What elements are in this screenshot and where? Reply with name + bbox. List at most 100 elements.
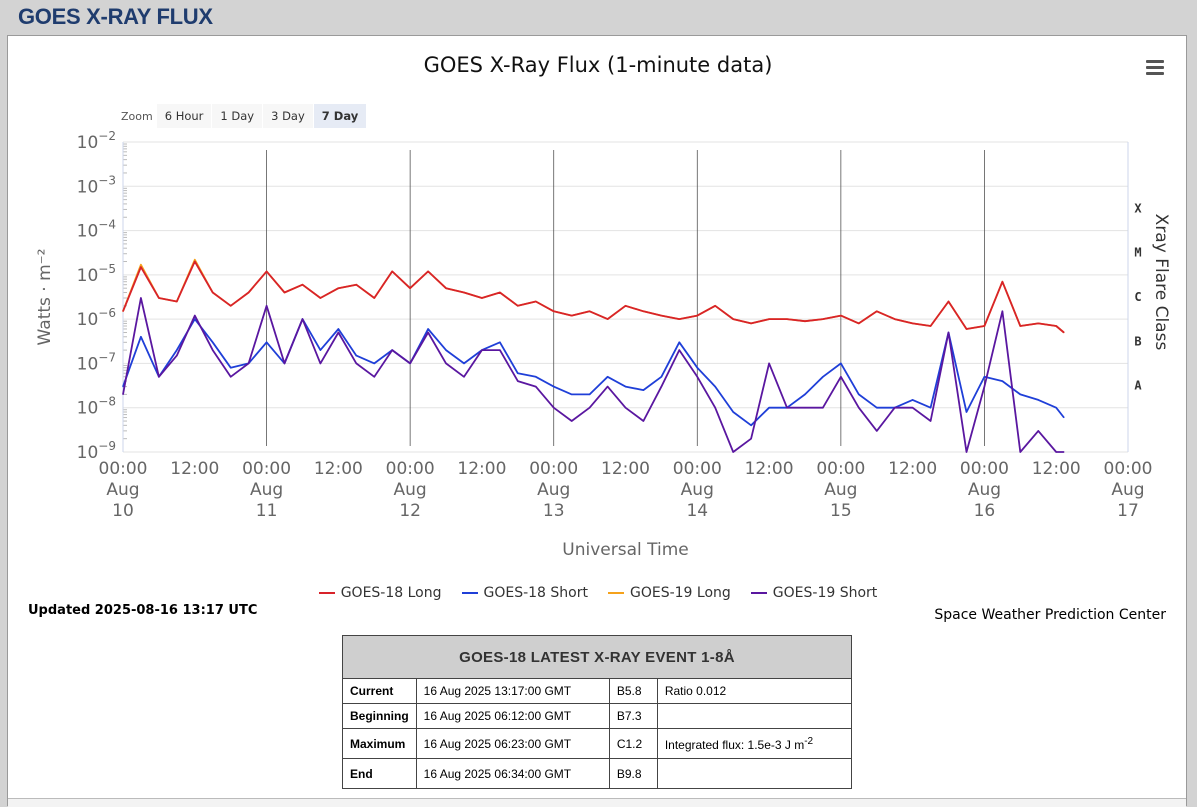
data-point [804, 407, 806, 409]
series-line-goes-18-short [122, 318, 1065, 427]
row-time: 16 Aug 2025 06:12:00 GMT [415, 703, 610, 729]
data-point [445, 287, 447, 289]
data-point [248, 291, 250, 294]
x-tick-month-label: Aug [1111, 480, 1144, 500]
x-tick-day-label: 15 [830, 501, 852, 521]
x-tick-label: 00:00 [1104, 459, 1153, 479]
data-point [194, 318, 196, 320]
row-note [656, 758, 853, 789]
data-point [409, 287, 411, 289]
data-point [768, 318, 770, 320]
legend-item-goes19-long[interactable]: GOES-19 Long [608, 585, 731, 601]
x-tick-label: 12:00 [601, 459, 650, 479]
data-point [481, 349, 483, 351]
y-tick-label: 10−4 [77, 218, 116, 242]
data-point [912, 407, 914, 409]
row-label: End [342, 758, 417, 789]
integrated-flux-text: Integrated flux: 1.5e-3 J m [664, 737, 805, 752]
data-point [858, 393, 860, 395]
data-point [212, 349, 214, 351]
data-point [266, 270, 268, 272]
data-point [445, 362, 447, 364]
data-point [732, 411, 734, 413]
data-point [194, 259, 196, 261]
chart-panel: GOES X-Ray Flux (1-minute data) Zoom 6 H… [7, 35, 1187, 807]
data-point [714, 386, 716, 388]
data-point [589, 310, 591, 312]
data-point [965, 411, 968, 413]
flare-class-label: B [1134, 334, 1141, 348]
data-point [983, 325, 986, 327]
y-axis-title: Watts · m⁻² [35, 249, 55, 346]
legend-swatch [318, 592, 335, 594]
zoom-3-day-button[interactable]: 3 Day [263, 104, 313, 128]
legend-item-goes19-short[interactable]: GOES-19 Short [750, 585, 877, 601]
chart-title: GOES X-Ray Flux (1-minute data) [423, 53, 773, 77]
data-point [158, 297, 160, 299]
data-point [499, 341, 501, 343]
data-point [642, 389, 645, 391]
data-point [858, 407, 860, 409]
data-point [840, 376, 842, 378]
data-point [517, 305, 519, 307]
data-point [624, 305, 627, 307]
data-point [930, 407, 932, 409]
data-point [983, 386, 986, 388]
data-point [696, 315, 698, 317]
zoom-7-day-button[interactable]: 7 Day [313, 104, 367, 128]
updated-timestamp: Updated 2025-08-16 13:17 UTC [28, 603, 258, 618]
x-tick-label: 00:00 [99, 459, 148, 479]
data-point [194, 260, 196, 263]
x-tick-label: 12:00 [888, 459, 937, 479]
data-point [876, 407, 878, 409]
data-point [696, 376, 698, 378]
data-point [1001, 310, 1004, 312]
x-tick-label: 12:00 [170, 459, 219, 479]
data-point [1037, 399, 1039, 401]
x-tick-label: 00:00 [816, 459, 865, 479]
data-point [624, 386, 627, 388]
legend-swatch [461, 592, 478, 594]
data-point [750, 322, 752, 324]
data-point [445, 349, 447, 351]
data-point [535, 376, 537, 378]
zoom-1-day-button[interactable]: 1 Day [212, 104, 263, 128]
data-point [266, 305, 268, 307]
data-point [212, 341, 214, 343]
x-tick-month-label: Aug [968, 480, 1001, 500]
zoom-6-hour-button[interactable]: 6 Hour [156, 104, 212, 128]
legend-item-goes18-short[interactable]: GOES-18 Short [461, 585, 588, 601]
data-point [122, 310, 124, 312]
data-point [840, 315, 842, 317]
data-point [230, 376, 232, 378]
data-point [176, 349, 178, 351]
data-point [319, 297, 321, 299]
data-point [894, 318, 896, 320]
x-tick-label: 00:00 [673, 459, 722, 479]
data-point [140, 266, 142, 268]
data-point [427, 270, 429, 272]
data-point [499, 291, 501, 294]
data-point [337, 287, 339, 289]
data-point [355, 355, 357, 357]
legend-item-goes18-long[interactable]: GOES-18 Long [318, 585, 442, 601]
row-label: Beginning [342, 703, 417, 729]
data-point [876, 430, 878, 432]
data-point [822, 318, 824, 320]
data-point [463, 376, 465, 378]
data-point [553, 310, 555, 312]
series-line-goes-19-short [122, 297, 1064, 453]
hamburger-menu-icon[interactable] [1146, 60, 1164, 76]
data-point [571, 420, 573, 422]
x-axis-title: Universal Time [562, 540, 688, 560]
y-tick-label: 10−5 [77, 262, 116, 286]
x-tick-month-label: Aug [537, 480, 570, 500]
data-point [266, 341, 268, 343]
data-point [1055, 325, 1057, 327]
data-point [678, 341, 680, 343]
x-tick-label: 00:00 [960, 459, 1009, 479]
row-note: Ratio 0.012 [656, 678, 853, 704]
data-point [965, 328, 968, 330]
data-point [732, 318, 734, 320]
row-class: C1.2 [608, 728, 658, 759]
